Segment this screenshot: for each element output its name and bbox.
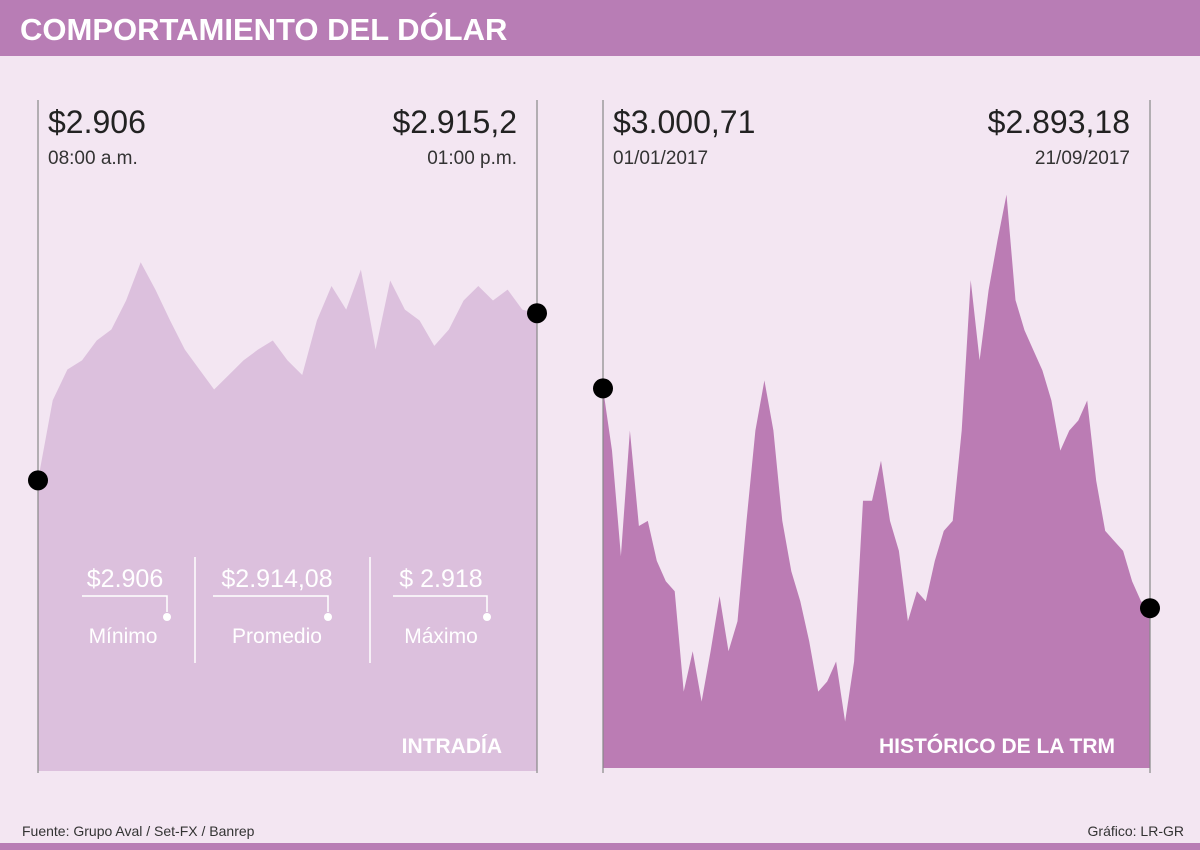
stat-value: $2.914,08: [221, 565, 332, 593]
charts: $2.906 08:00 a.m. $2.915,2 01:00 p.m. INTRAD…: [28, 100, 1160, 773]
start-dot: [593, 378, 613, 399]
start-value: $2.906: [48, 104, 146, 140]
stat-label: Promedio: [232, 625, 322, 648]
header-bar: [0, 0, 1200, 56]
start-time: 01/01/2017: [613, 148, 708, 169]
start-dot: [28, 470, 48, 491]
chart-label: INTRADÍA: [402, 735, 502, 758]
footer-bar: [0, 843, 1200, 850]
chart-label: HISTÓRICO DE LA TRM: [879, 734, 1115, 758]
credit: Gráfico: LR-GR: [1088, 823, 1184, 839]
stat-label: Máximo: [404, 625, 478, 648]
end-dot: [527, 303, 547, 324]
end-time: 01:00 p.m.: [427, 148, 517, 169]
area: [603, 194, 1150, 769]
end-time: 21/09/2017: [1035, 148, 1130, 169]
stat-dots: [163, 613, 491, 621]
title: COMPORTAMIENTO DEL DÓLAR: [20, 11, 507, 47]
end-value: $2.893,18: [988, 104, 1130, 140]
end-value: $2.915,2: [392, 104, 517, 140]
source: Fuente: Grupo Aval / Set-FX / Banrep: [22, 823, 255, 839]
stat-value: $2.906: [87, 565, 163, 593]
stat-lines: [82, 557, 488, 663]
stats: $2.906 Mínimo $2.914,08 Promedio $ 2.918…: [82, 557, 491, 663]
stat-label: Mínimo: [89, 625, 158, 648]
stat-value: $ 2.918: [399, 565, 482, 593]
start-value: $3.000,71: [613, 104, 755, 140]
end-dot: [1140, 598, 1160, 619]
start-time: 08:00 a.m.: [48, 148, 138, 169]
area: [38, 262, 537, 771]
